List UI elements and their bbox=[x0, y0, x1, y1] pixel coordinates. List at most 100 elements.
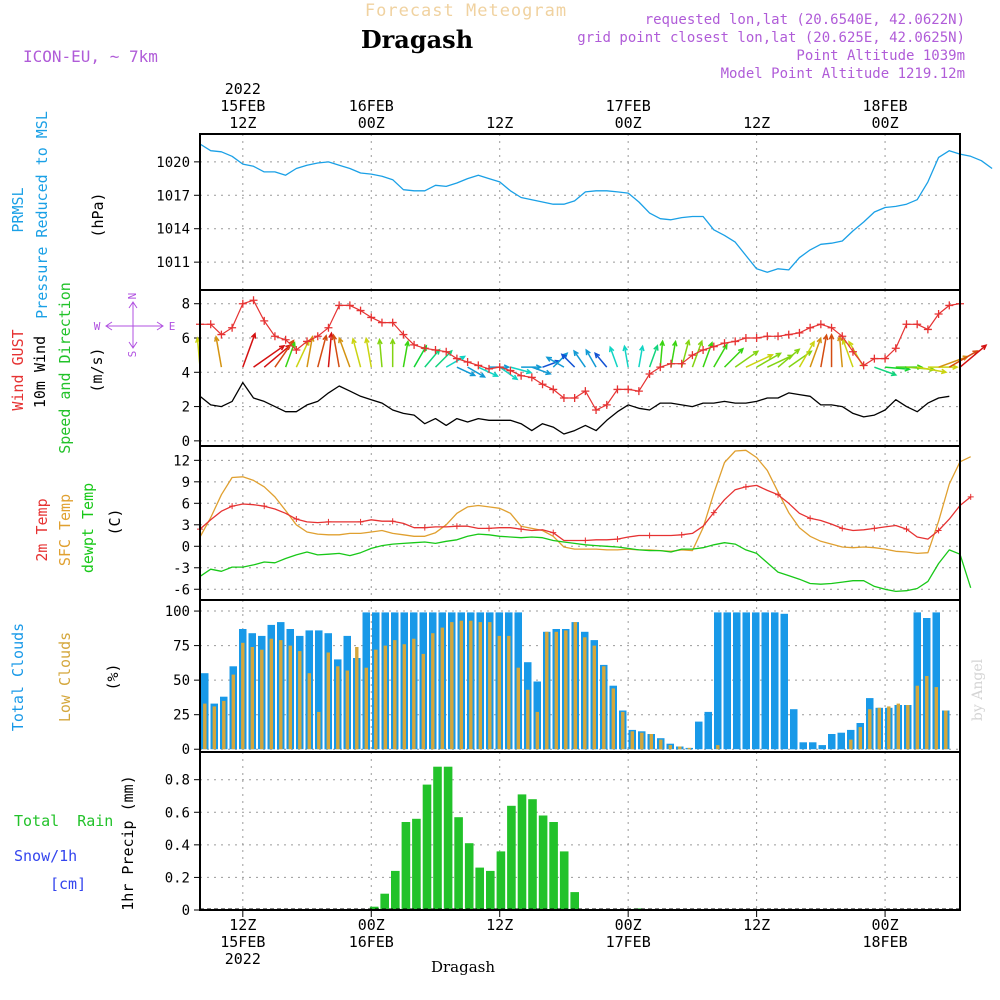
wind-ytick-label: 6 bbox=[182, 331, 190, 347]
pressure-ytick-label: 1017 bbox=[156, 188, 190, 204]
bottom-time-tick-label: 00Z bbox=[615, 916, 642, 934]
low-cloud-bar bbox=[450, 622, 454, 750]
pressure-frame bbox=[199, 133, 961, 291]
bottom-time-tick-label: 00Z bbox=[872, 916, 899, 934]
temp-2m-marker bbox=[293, 516, 300, 523]
wind-direction-arrow bbox=[842, 339, 854, 368]
clouds-ytick-label: 100 bbox=[165, 604, 190, 620]
top-time-tick-label: 2022 bbox=[225, 80, 261, 98]
wind-gust-marker bbox=[645, 370, 654, 378]
compass-arrow-s bbox=[128, 341, 138, 349]
wind-direction-arrowhead bbox=[278, 344, 286, 351]
wind-gust-marker bbox=[688, 351, 697, 360]
wind-gust-marker bbox=[527, 373, 536, 382]
wind-gust-marker bbox=[431, 346, 440, 354]
wind-direction-arrowhead bbox=[608, 345, 615, 353]
compass-n: N bbox=[126, 293, 139, 300]
wind-gust-marker bbox=[559, 394, 568, 402]
wind-direction-arrow bbox=[948, 350, 978, 368]
total-cloud-bar bbox=[818, 745, 826, 750]
bottom-time-tick-label: 2022 bbox=[225, 950, 261, 968]
temp-2m-marker bbox=[903, 526, 910, 533]
wind-gust-marker bbox=[774, 332, 783, 341]
compass-e: E bbox=[169, 320, 176, 333]
compass-s: S bbox=[126, 351, 139, 358]
temp-2m-marker bbox=[453, 523, 460, 530]
wind-direction-arrowhead bbox=[622, 344, 629, 352]
low-cloud-bar bbox=[649, 734, 653, 750]
temp-2m-marker bbox=[871, 525, 878, 532]
wind-gust-marker bbox=[891, 344, 900, 353]
low-cloud-bar bbox=[716, 745, 720, 750]
temp-2m-marker bbox=[710, 509, 717, 516]
wind-direction-arrow bbox=[253, 345, 285, 368]
wind-gust-marker bbox=[731, 337, 740, 346]
low-cloud-bar bbox=[307, 673, 311, 750]
precip-label-rain: Total Rain bbox=[14, 812, 113, 830]
low-cloud-bar bbox=[592, 645, 596, 750]
total-cloud-bar bbox=[695, 721, 703, 750]
wind-direction-arrow bbox=[917, 366, 947, 373]
wind-direction-arrow bbox=[938, 355, 968, 368]
total-cloud-bar bbox=[761, 612, 769, 750]
low-cloud-bar bbox=[896, 703, 900, 750]
clouds-label-unit: (%) bbox=[104, 663, 122, 690]
wind-direction-arrow bbox=[531, 366, 551, 375]
wind-direction-arrow bbox=[745, 354, 773, 368]
wind-direction-arrowhead bbox=[331, 333, 338, 341]
top-time-tick-label: 12Z bbox=[743, 114, 770, 132]
wind-direction-arrow bbox=[874, 366, 897, 376]
total-cloud-bar bbox=[790, 709, 798, 750]
wind-direction-arrowhead bbox=[560, 353, 567, 360]
wind-direction-arrow bbox=[338, 337, 351, 368]
wind-direction-arrowhead bbox=[752, 350, 760, 357]
clouds-ytick-label: 0 bbox=[182, 742, 190, 758]
wind-direction-arrow bbox=[546, 356, 565, 368]
low-cloud-bar bbox=[241, 642, 245, 750]
clouds-panel-labels: Total Clouds Low Clouds (%) bbox=[9, 623, 122, 731]
rain-bar bbox=[496, 851, 506, 910]
wind-direction-arrow bbox=[777, 348, 800, 368]
rain-bar bbox=[559, 851, 569, 910]
wind-direction-arrow bbox=[691, 340, 703, 368]
wind-direction-arrow bbox=[820, 335, 828, 368]
wind-gust-marker bbox=[506, 366, 515, 375]
pressure-label-msl: Pressure Reduced to MSL bbox=[33, 111, 51, 319]
temp-2m-marker bbox=[261, 503, 268, 510]
low-cloud-bar bbox=[640, 732, 644, 750]
total-cloud-bar bbox=[742, 612, 750, 750]
wind-gust-marker bbox=[549, 385, 558, 394]
wind-gust-marker bbox=[709, 342, 718, 351]
wind-gust-marker bbox=[410, 340, 419, 349]
wind-gust-marker bbox=[367, 313, 376, 322]
low-cloud-bar bbox=[393, 640, 397, 750]
temp-2m-marker bbox=[678, 531, 685, 538]
temp-label-unit: (C) bbox=[106, 508, 124, 535]
low-cloud-bar bbox=[203, 703, 207, 750]
precip-label-cm: [cm] bbox=[50, 875, 86, 893]
compass-arrow-e bbox=[156, 321, 164, 331]
low-cloud-bar bbox=[516, 667, 520, 750]
low-cloud-bar bbox=[260, 649, 264, 750]
low-cloud-bar bbox=[887, 706, 891, 750]
wind-gust-marker bbox=[838, 332, 847, 341]
wind-gust-marker bbox=[206, 320, 215, 329]
watermark: by Angel bbox=[970, 658, 986, 721]
wind-direction-arrow bbox=[959, 344, 987, 368]
wind-direction-arrowhead bbox=[828, 333, 835, 340]
wind-gust-marker bbox=[848, 347, 857, 356]
low-cloud-bar bbox=[573, 622, 577, 750]
top-time-tick-label: 17FEB bbox=[606, 97, 651, 115]
total-cloud-bar bbox=[828, 734, 836, 750]
wind-direction-arrowhead bbox=[512, 374, 519, 381]
top-time-tick-label: 00Z bbox=[872, 114, 899, 132]
rain-bar bbox=[433, 766, 442, 910]
low-cloud-bar bbox=[687, 747, 691, 750]
pressure-ytick-label: 1014 bbox=[156, 222, 190, 238]
wind-direction-arrowhead bbox=[952, 364, 959, 370]
wind-gust-marker bbox=[442, 347, 451, 356]
bottom-time-tick-label: 12Z bbox=[486, 916, 513, 934]
temp-2m-marker bbox=[421, 524, 428, 531]
wind-ytick-label: 2 bbox=[182, 400, 190, 416]
footer-location: Dragash bbox=[431, 958, 495, 976]
